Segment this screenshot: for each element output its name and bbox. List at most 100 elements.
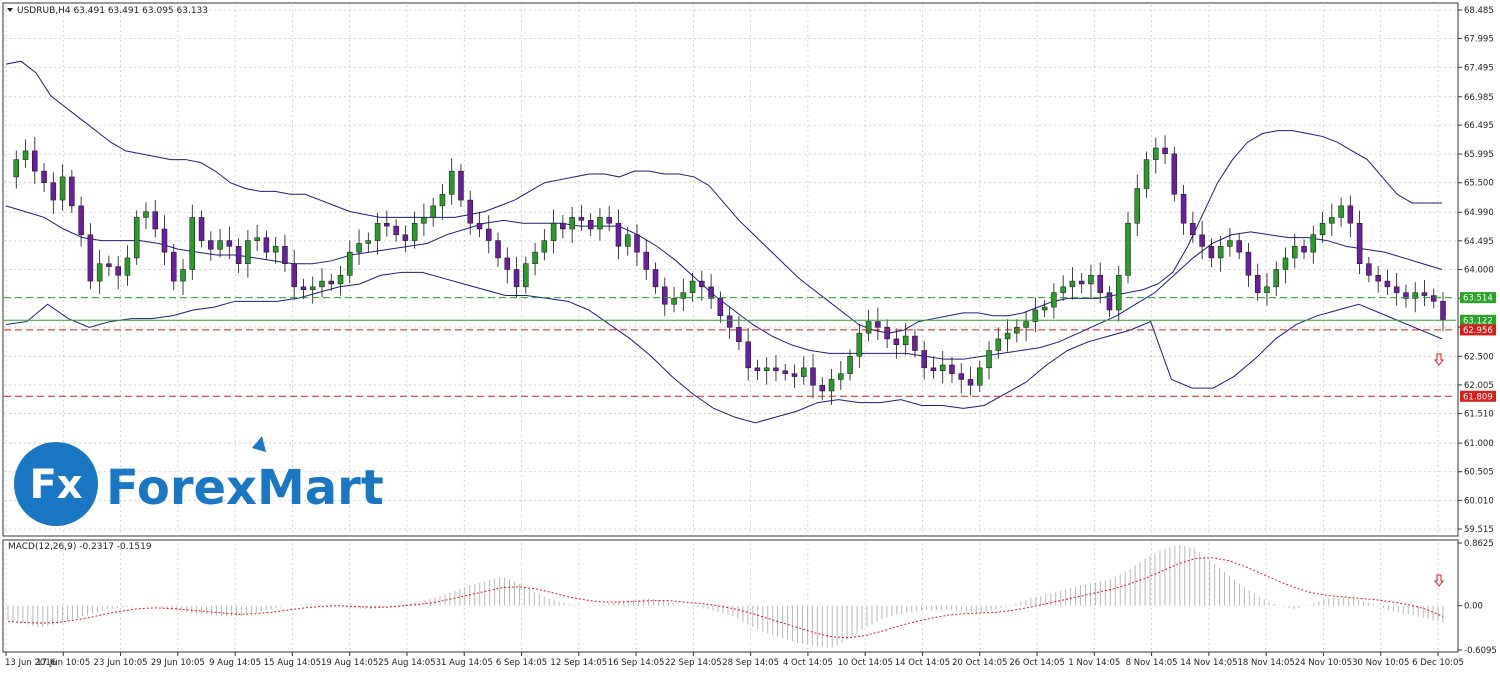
candle-bear (41, 170, 47, 183)
candle-bear (1356, 222, 1363, 264)
y-tick-label: 64.000 (1464, 266, 1494, 276)
macd-grid: 0.8625 0.00 -0.6095 (1458, 539, 1497, 656)
logo-wordmark: ForexMart (106, 460, 384, 516)
candle-bear (1199, 234, 1205, 247)
bollinger-lower-band (5, 271, 1443, 424)
x-tick-label: 12 Sep 14:05 (550, 658, 607, 668)
candle-bear (578, 217, 585, 221)
candle-bull (411, 222, 418, 241)
candle-bear (1366, 263, 1372, 276)
candle-bear (717, 298, 724, 317)
candle-bull (523, 263, 529, 288)
x-tick-label: 14 Nov 14:05 (1180, 658, 1237, 668)
candle-bear (1393, 286, 1400, 293)
candle-bear (1190, 222, 1196, 236)
candle-bear (1106, 292, 1113, 311)
candle-bull (319, 280, 325, 288)
candle-bull (1125, 222, 1131, 276)
macd-title: MACD(12,26,9) -0.2317 -0.1519 (8, 542, 152, 552)
y-tick-label: 64.990 (1464, 208, 1494, 218)
y-tick-label: 64.495 (1464, 237, 1494, 247)
candle-bull (430, 205, 436, 218)
candle-bull (13, 159, 20, 178)
x-tick-label: 9 Aug 14:05 (209, 658, 261, 668)
candle-bear (884, 327, 890, 340)
price-level-label: 63.514 (1463, 294, 1493, 304)
candle-bear (161, 228, 168, 253)
candle-bull (1060, 286, 1066, 293)
x-tick-label: 22 Sep 14:05 (665, 658, 722, 668)
candle-bull (96, 263, 103, 282)
candle-bear (402, 234, 409, 241)
candle-bear (606, 217, 612, 224)
candle-bull (763, 367, 770, 372)
candle-bear (1403, 292, 1409, 299)
candle-bull (356, 243, 362, 253)
candle-bear (652, 269, 659, 288)
macd-histogram (7, 544, 1444, 648)
candle-bull (1319, 222, 1326, 236)
candle-bear (300, 286, 307, 291)
candle-bear (1254, 275, 1261, 293)
price-level-tag (1460, 292, 1496, 304)
candle-bull (1143, 159, 1150, 189)
price-level-tag (1460, 314, 1496, 326)
candle-bear (819, 384, 826, 392)
candle-bull (1088, 275, 1094, 285)
candle-bear (921, 350, 927, 369)
candle-bull (1217, 246, 1224, 259)
price-level-label: 61.809 (1463, 392, 1493, 402)
candle-bull (180, 269, 186, 282)
y-tick-label: 67.995 (1464, 34, 1494, 44)
candle-bull (838, 373, 844, 380)
y-tick-label: 66.495 (1464, 121, 1494, 131)
candle-bull (1153, 147, 1159, 160)
candle-bear (1430, 295, 1437, 302)
logo-circle (14, 442, 98, 526)
candle-bull (986, 350, 992, 369)
candle-bear (958, 373, 964, 380)
candle-bull (1032, 309, 1039, 322)
candle-bear (1180, 194, 1187, 224)
candle-bear (773, 367, 779, 372)
main-title-group: USDRUB,H4 63.491 63.491 63.095 63.133 (7, 6, 208, 16)
dropdown-triangle-icon (7, 8, 13, 12)
x-tick-label: 17 Jun 10:05 (36, 658, 90, 668)
candle-bull (1134, 188, 1141, 224)
x-tick-label: 6 Sep 14:05 (496, 658, 547, 668)
candle-bear (1236, 240, 1242, 253)
candle-bull (1412, 292, 1418, 299)
y-tick-label: 61.000 (1464, 439, 1494, 449)
candle-bull (1292, 246, 1298, 259)
macd-signal-line (7, 557, 1444, 639)
candle-bear (587, 220, 594, 230)
y-tick-label: 59.515 (1464, 525, 1494, 535)
candle-bear (152, 211, 158, 230)
candle-bear (1301, 246, 1307, 253)
x-tick-label: 19 Aug 14:05 (321, 658, 378, 668)
candle-bear (1245, 251, 1252, 276)
x-tick-label: 15 Aug 14:05 (264, 658, 321, 668)
candle-bull (541, 240, 548, 253)
candle-bull (1041, 306, 1048, 311)
candle-bull (59, 176, 66, 201)
candle-bear (699, 280, 705, 288)
candle-bull (124, 257, 131, 276)
x-tick-label: 18 Nov 14:05 (1238, 658, 1295, 668)
logo-arrow-icon (252, 436, 266, 452)
x-tick-label: 29 Jun 10:05 (151, 658, 205, 668)
candle-bear (115, 266, 121, 276)
y-tick-label: 66.985 (1464, 93, 1494, 103)
candle-bear (1162, 147, 1168, 155)
y-tick-label: 62.500 (1464, 352, 1494, 362)
candle-bear (226, 240, 233, 247)
candle-bear (198, 217, 205, 241)
candle-bull (1069, 280, 1076, 288)
chart-title: USDRUB,H4 63.491 63.491 63.095 63.133 (17, 6, 208, 16)
candle-bull (189, 217, 196, 270)
candle-bull (1023, 321, 1029, 328)
candle-bull (374, 222, 381, 241)
candle-bull (1338, 205, 1344, 218)
